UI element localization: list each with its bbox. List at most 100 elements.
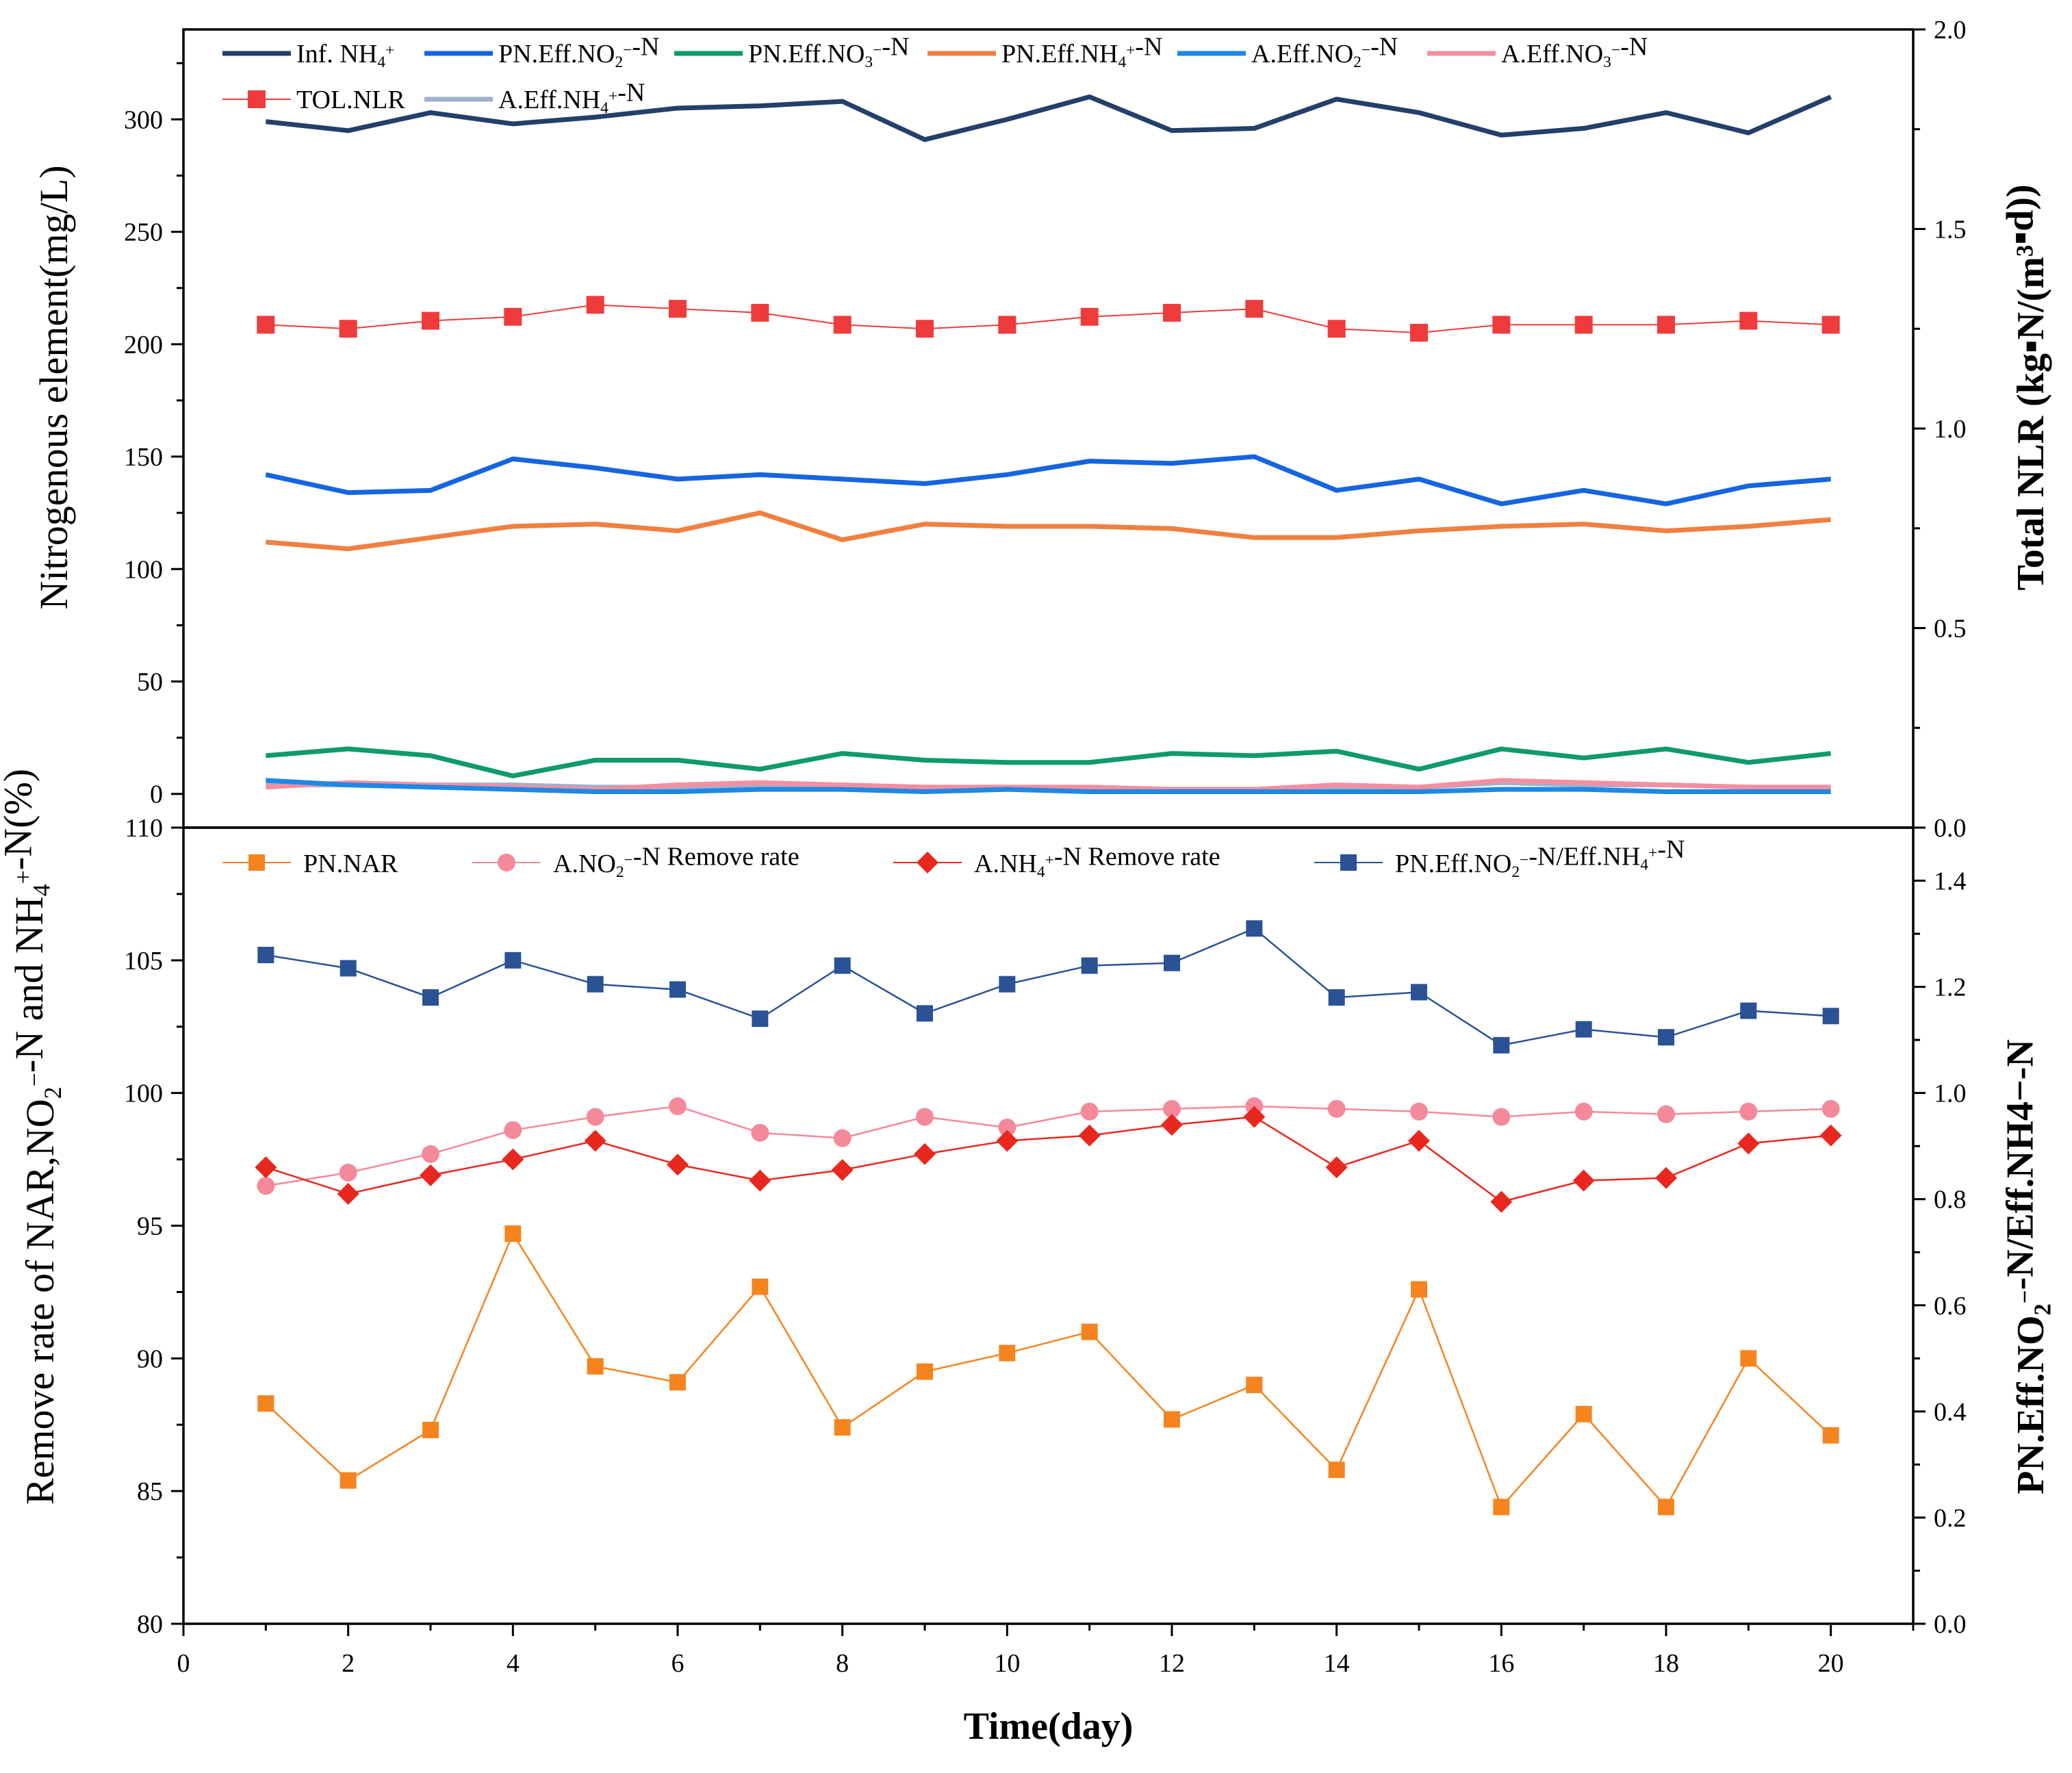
axes-layer: 0 2 4 6 8 10 12 14 16 18 20 Time(day) 0 50 100 150 200 25… (0, 16, 2056, 1748)
series-marker-tol_nlr (669, 300, 687, 318)
series-marker-pn_nar (422, 1422, 439, 1439)
series-marker-a_no2_rr (586, 1108, 604, 1126)
series-marker-tol_nlr (257, 316, 275, 334)
series-marker-a_nh4_rr (337, 1182, 359, 1205)
legend-label-pn_no2: PN.Eff.NO2−-N (498, 32, 659, 71)
series-marker-pn_nar (1575, 1405, 1592, 1423)
top-panel-frame (182, 28, 1915, 829)
series-marker-a_no2_rr (669, 1097, 687, 1116)
top-y-tick-label: 300 (124, 105, 163, 134)
bottom-y-tick-label: 90 (137, 1344, 163, 1373)
series-marker-tol_nlr (1657, 316, 1675, 334)
series-line-a_nh4_rr (265, 1116, 1831, 1203)
series-marker-a_nh4_rr (914, 1143, 936, 1165)
legend-label-pn_nh4: PN.Eff.NH4+-N (1001, 32, 1162, 71)
series-marker-a_no2_rr (1492, 1108, 1511, 1126)
x-tick-label: 10 (994, 1649, 1020, 1678)
series-marker-pn_nar (669, 1374, 686, 1391)
series-marker-pn_nar (340, 1472, 357, 1489)
series-marker-a_no2_rr (1163, 1099, 1181, 1118)
series-marker-tol_nlr (751, 303, 769, 322)
series-marker-a_no2_rr (1327, 1099, 1346, 1118)
series-marker-pn_ratio (752, 1010, 769, 1028)
series-marker-tol_nlr (504, 307, 522, 326)
series-marker-tol_nlr (1574, 316, 1593, 334)
series-marker-a_no2_rr (1410, 1102, 1428, 1121)
series-marker-a_no2_rr (339, 1163, 357, 1182)
bottom-y2-tick-label: 1.2 (1934, 973, 1967, 1002)
series-marker-tol_nlr (1327, 320, 1346, 338)
bottom-y-tick-label: 85 (137, 1477, 163, 1506)
series-marker-a_no2_rr (504, 1121, 522, 1139)
bottom-panel-frame (182, 826, 1915, 1625)
series-marker-tol_nlr (1739, 311, 1758, 330)
series-marker-pn_nar (1246, 1377, 1263, 1394)
bottom-y2-tick-label: 0.4 (1934, 1398, 1967, 1427)
series-marker-pn_nar (1164, 1411, 1180, 1428)
series-marker-tol_nlr (998, 316, 1016, 334)
top-y-tick-label: 150 (124, 443, 163, 472)
x-tick-label: 18 (1653, 1649, 1679, 1678)
legend-label-a_nh4: A.Eff.NH4+-N (498, 78, 645, 117)
legend-layer: Inf. NH4+ PN.Eff.NO2−-N PN.Eff.NO3−-N PN.Ef… (222, 32, 1685, 881)
top-y2-tick-label: 0.0 (1934, 814, 1967, 843)
bottom-series-group (255, 920, 1842, 1516)
series-marker-a_no2_rr (998, 1119, 1016, 1137)
series-marker-pn_ratio (1328, 989, 1345, 1006)
series-marker-pn_nar (257, 1395, 274, 1412)
top-y-tick-label: 50 (137, 668, 163, 697)
series-line-inf_nh4 (265, 94, 1832, 142)
series-marker-pn_nar (1328, 1462, 1345, 1479)
legend-label-tol_nlr: TOL.NLR (296, 86, 405, 114)
x-tick-label: 0 (177, 1649, 190, 1678)
bottom-y-axis-title: Remove rate of NAR,NO2−-N and NH4+-N(%) (0, 769, 66, 1505)
series-marker-tol_nlr (1410, 324, 1428, 342)
bottom-y-tick-label: 105 (124, 947, 163, 975)
legend-label-pn_nar: PN.NAR (303, 850, 398, 878)
legend-label-pn_ratio: PN.Eff.NO2−-N/Eff.NH4+-N (1395, 835, 1685, 881)
series-marker-pn_nar (1411, 1281, 1427, 1298)
series-marker-tol_nlr (422, 311, 439, 330)
bottom-y-tick-label: 80 (137, 1610, 163, 1639)
series-marker-pn_ratio (1740, 1002, 1757, 1019)
series-marker-a_nh4_rr (255, 1156, 277, 1179)
series-marker-a_nh4_rr (1819, 1124, 1842, 1147)
series-marker-a_nh4_rr (420, 1164, 442, 1186)
series-marker-pn_nar (1822, 1427, 1839, 1444)
series-marker-pn_ratio (1822, 1008, 1839, 1025)
legend-marker-a_no2_rr (498, 854, 515, 871)
legend-label-inf_nh4: Inf. NH4+ (296, 40, 394, 71)
bottom-y-tick-label: 95 (137, 1212, 163, 1241)
series-marker-a_no2_rr (916, 1108, 934, 1126)
plot-layer (255, 94, 1842, 1516)
series-marker-a_nh4_rr (1490, 1190, 1513, 1213)
bottom-y2-tick-label: 0.8 (1934, 1186, 1967, 1214)
top-y-tick-label: 100 (124, 555, 163, 584)
series-marker-a_no2_rr (1080, 1102, 1099, 1121)
bottom-y2-tick-label: 1.0 (1934, 1080, 1967, 1108)
series-marker-pn_nar (1493, 1498, 1510, 1516)
bottom-y2-tick-label: 0.2 (1934, 1504, 1967, 1533)
series-marker-pn_ratio (587, 975, 604, 993)
series-marker-pn_nar (752, 1278, 769, 1295)
x-tick-label: 20 (1818, 1649, 1844, 1678)
x-tick-label: 6 (672, 1649, 685, 1678)
series-line-a_no2 (266, 778, 1831, 794)
bottom-y2-tick-label: 0.6 (1934, 1292, 1967, 1321)
series-line-pn_nh4 (266, 510, 1831, 552)
series-marker-a_no2_rr (1821, 1099, 1840, 1118)
series-marker-a_nh4_rr (749, 1169, 771, 1192)
series-line-pn_no2 (265, 454, 1831, 507)
series-marker-a_nh4_rr (1737, 1132, 1760, 1155)
x-tick-label: 12 (1159, 1649, 1185, 1678)
series-marker-tol_nlr (1163, 303, 1181, 322)
series-line-tol_nlr (266, 304, 1831, 334)
legend-marker-pn_nar (248, 854, 265, 871)
series-marker-a_no2_rr (422, 1145, 439, 1163)
bottom-y2-axis-title: PN.Eff.NO2−-N/Eff.NH4−-N (1999, 1039, 2056, 1494)
series-marker-pn_ratio (1658, 1029, 1674, 1046)
series-marker-a_nh4_rr (831, 1159, 854, 1182)
series-marker-a_nh4_rr (502, 1148, 524, 1171)
series-line-a_no2_rr (266, 1105, 1831, 1187)
